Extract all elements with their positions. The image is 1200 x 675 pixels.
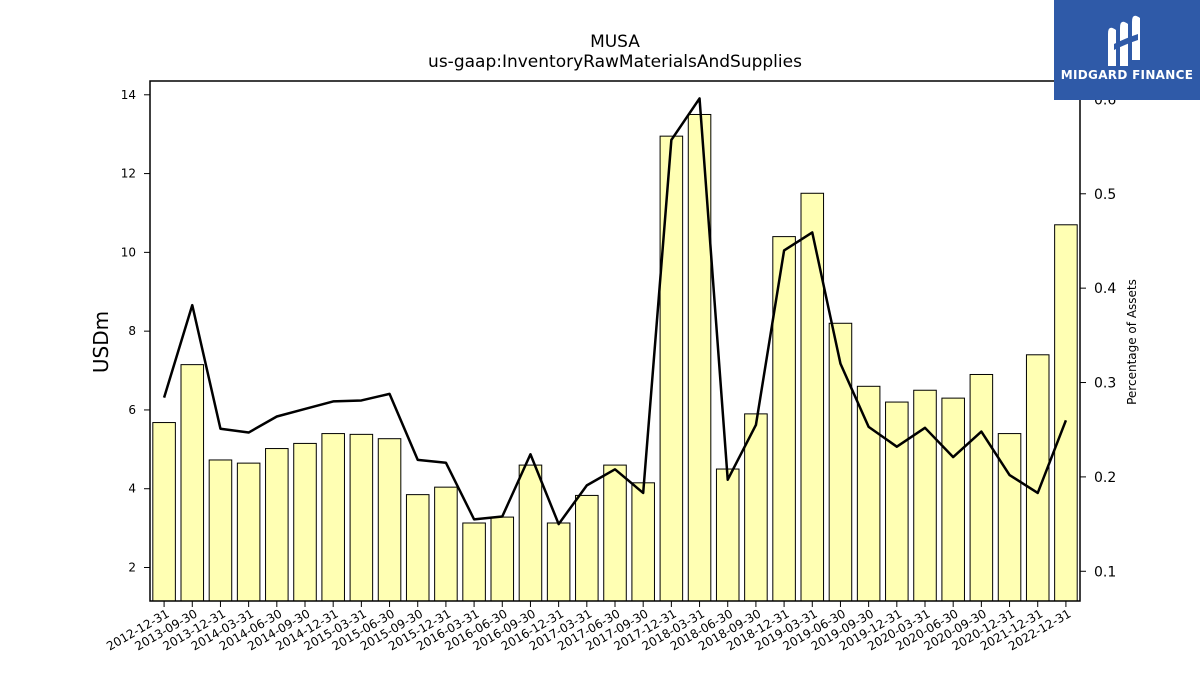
y-tick-label: 4 [128,482,136,496]
y2-tick-label: 0.2 [1094,470,1116,486]
y-tick-label: 8 [128,324,136,338]
bar [941,397,965,602]
bar [1025,354,1050,602]
bar [1054,224,1078,602]
bar [997,433,1022,602]
bar-series [152,113,1078,602]
y-tick-label: 6 [128,403,136,417]
bar [969,373,994,602]
bar [659,135,684,602]
bar [800,192,825,602]
y-axis-label-right: Percentage of Assets [1125,279,1139,405]
bar [434,486,458,602]
bar [687,113,712,602]
bar [490,516,515,602]
bar [856,385,881,602]
bar [913,389,937,602]
y-tick-label: 10 [121,245,136,259]
y-tick-label: 12 [121,167,136,181]
bar [180,364,205,602]
logo-text: MIDGARD FINANCE [1060,68,1194,82]
y-tick-label: 14 [121,88,136,102]
bar [715,468,740,602]
bar [405,494,430,602]
bar [772,236,796,602]
bar [631,482,655,602]
bar [208,459,233,602]
y2-tick-label: 0.1 [1094,564,1116,580]
bar [603,464,627,602]
chart-title: MUSA [590,32,640,52]
bar [152,422,176,602]
bar [885,401,909,602]
bar [265,448,289,602]
series-line [162,97,1068,526]
bar [518,464,543,602]
chart-subtitle: us-gaap:InventoryRawMaterialsAndSupplies [428,52,802,72]
y-tick-label: 2 [128,561,136,575]
y2-tick-label: 0.5 [1094,187,1116,203]
bar [236,462,261,602]
line-series [162,97,1068,526]
bar [321,433,345,602]
bar [462,522,486,602]
bar [377,438,402,602]
y2-tick-label: 0.3 [1094,376,1116,392]
y-axis-label-left: USDm [89,310,113,374]
bar [349,433,374,602]
bar [575,494,599,602]
brand-logo: MIDGARD FINANCE [1054,0,1200,100]
y2-tick-label: 0.4 [1094,281,1116,297]
bar [293,442,317,602]
bar [546,522,571,602]
midgard-logo-icon [1108,15,1140,66]
